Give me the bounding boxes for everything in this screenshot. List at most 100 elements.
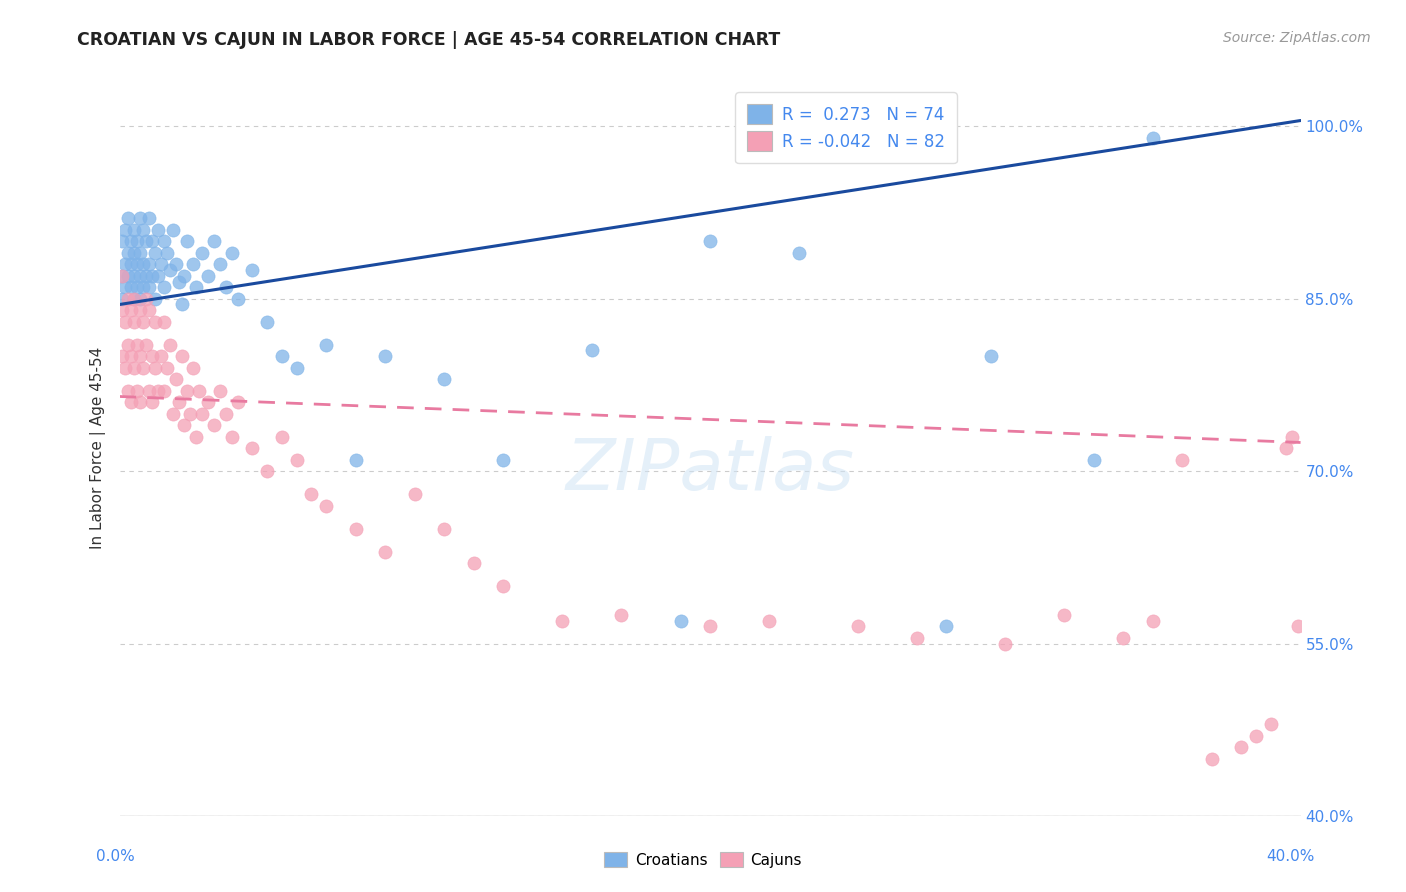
Point — [138, 280, 160, 294]
Point — [149, 349, 172, 363]
Point — [215, 407, 238, 421]
Point — [162, 407, 184, 421]
Point — [173, 268, 195, 283]
Point — [132, 280, 155, 294]
Point — [159, 263, 181, 277]
Point — [114, 280, 136, 294]
Point — [758, 614, 780, 628]
Point — [170, 349, 193, 363]
Point — [183, 360, 205, 375]
Point — [117, 211, 139, 226]
Point — [111, 349, 134, 363]
Point — [581, 343, 603, 358]
Point — [129, 349, 152, 363]
Point — [344, 522, 367, 536]
Point — [191, 245, 214, 260]
Point — [141, 349, 163, 363]
Point — [120, 303, 142, 318]
Point — [433, 522, 456, 536]
Point — [270, 430, 294, 444]
Point — [146, 223, 169, 237]
Point — [129, 303, 152, 318]
Point — [124, 245, 146, 260]
Point — [135, 268, 157, 283]
Point — [994, 637, 1017, 651]
Point — [492, 579, 515, 593]
Text: Source: ZipAtlas.com: Source: ZipAtlas.com — [1223, 31, 1371, 45]
Point — [141, 395, 163, 409]
Text: CROATIAN VS CAJUN IN LABOR FORCE | AGE 45-54 CORRELATION CHART: CROATIAN VS CAJUN IN LABOR FORCE | AGE 4… — [77, 31, 780, 49]
Point — [141, 268, 163, 283]
Point — [120, 349, 142, 363]
Point — [167, 395, 190, 409]
Point — [270, 349, 294, 363]
Point — [165, 257, 187, 271]
Point — [127, 384, 149, 398]
Point — [186, 280, 208, 294]
Point — [1201, 752, 1223, 766]
Point — [132, 360, 155, 375]
Point — [111, 303, 134, 318]
Text: 0.0%: 0.0% — [96, 849, 135, 864]
Point — [1053, 607, 1076, 622]
Point — [124, 292, 146, 306]
Point — [120, 257, 142, 271]
Point — [344, 452, 367, 467]
Point — [208, 257, 231, 271]
Point — [905, 631, 928, 645]
Point — [301, 487, 323, 501]
Point — [120, 395, 142, 409]
Point — [129, 245, 152, 260]
Point — [135, 292, 157, 306]
Point — [176, 234, 198, 248]
Point — [153, 280, 174, 294]
Point — [132, 257, 155, 271]
Point — [256, 464, 278, 478]
Point — [433, 372, 456, 386]
Point — [1171, 452, 1194, 467]
Point — [111, 268, 134, 283]
Point — [551, 614, 574, 628]
Point — [117, 337, 139, 351]
Point — [787, 245, 810, 260]
Point — [129, 268, 152, 283]
Point — [127, 337, 149, 351]
Point — [129, 211, 152, 226]
Point — [242, 442, 264, 455]
Point — [226, 395, 249, 409]
Point — [1246, 729, 1268, 743]
Point — [143, 360, 166, 375]
Point — [143, 245, 166, 260]
Point — [141, 234, 163, 248]
Point — [143, 292, 166, 306]
Point — [132, 223, 155, 237]
Point — [197, 395, 219, 409]
Point — [170, 297, 193, 311]
Point — [1275, 442, 1298, 455]
Point — [153, 384, 174, 398]
Point — [1112, 631, 1135, 645]
Point — [124, 315, 146, 329]
Point — [315, 337, 337, 351]
Point — [699, 234, 721, 248]
Point — [162, 223, 184, 237]
Point — [669, 614, 692, 628]
Point — [242, 263, 264, 277]
Point — [226, 292, 249, 306]
Point — [117, 245, 139, 260]
Point — [124, 223, 146, 237]
Point — [463, 556, 485, 570]
Point — [846, 619, 869, 633]
Point — [610, 607, 633, 622]
Point — [124, 360, 146, 375]
Point — [176, 384, 198, 398]
Point — [221, 430, 243, 444]
Legend: R =  0.273   N = 74, R = -0.042   N = 82: R = 0.273 N = 74, R = -0.042 N = 82 — [735, 92, 956, 163]
Point — [114, 360, 136, 375]
Point — [111, 268, 134, 283]
Point — [1142, 614, 1164, 628]
Point — [202, 234, 225, 248]
Text: ZIPatlas: ZIPatlas — [565, 436, 855, 505]
Point — [167, 275, 190, 289]
Point — [202, 418, 225, 433]
